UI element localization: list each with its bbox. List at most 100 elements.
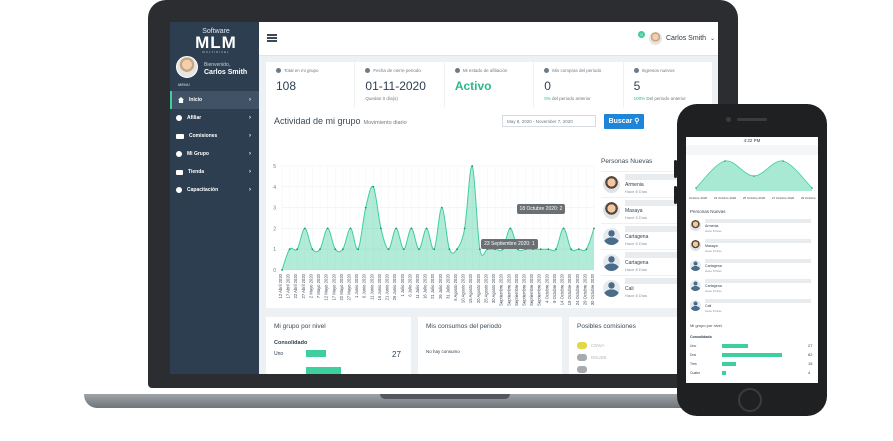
stat-estado-afiliacion: Mi estado de afiliación Activo: [445, 62, 535, 111]
topbar-user-name[interactable]: Carlos Smith: [666, 35, 707, 42]
sidebar-item-inicio[interactable]: Inicio ›: [170, 91, 259, 109]
consumos-panel: Mis consumos del periodo No hay consumo: [418, 317, 562, 374]
sidebar-item-comisiones[interactable]: Comisiones ›: [170, 127, 259, 145]
sidebar-nav: Inicio › Afiliar › Comisiones › Mi Grupo…: [170, 91, 259, 199]
empty-state-text: No hay consumo: [426, 349, 460, 354]
list-item[interactable]: Armenia Hace 8 Días: [690, 217, 814, 237]
data-point[interactable]: [440, 206, 443, 209]
data-point[interactable]: [288, 248, 291, 251]
avatar[interactable]: [176, 56, 198, 78]
data-point[interactable]: [402, 248, 405, 251]
level-count: 15: [808, 361, 813, 366]
sidebar-item-capacitacion[interactable]: Capacitación ›: [170, 181, 259, 199]
data-point[interactable]: [724, 160, 726, 162]
data-point[interactable]: [562, 227, 565, 230]
data-point[interactable]: [372, 185, 375, 188]
list-item[interactable]: [577, 366, 637, 374]
sidebar-item-tienda[interactable]: Tienda ›: [170, 163, 259, 181]
x-tick-label: 15 Agosto 2020: [468, 273, 473, 303]
app-logo[interactable]: Software MLM MULTINIVEL: [194, 28, 238, 54]
data-point[interactable]: [753, 175, 755, 177]
phone-level-section: Consolidado: [690, 335, 712, 339]
list-item[interactable]: Cali Hace 8 Días: [690, 297, 814, 317]
avatar: [690, 240, 701, 251]
data-point[interactable]: [395, 227, 398, 230]
level-section: Consolidado: [274, 340, 308, 346]
data-point[interactable]: [433, 248, 436, 251]
date-range-picker[interactable]: May 8, 2020 - November 7, 2020: [502, 115, 596, 127]
list-item[interactable]: Cali Hace 8 Días: [601, 275, 711, 301]
x-tick-label: 16 Julio 2020: [423, 273, 428, 299]
y-tick-label: 0: [273, 268, 276, 274]
data-point[interactable]: [555, 248, 557, 251]
x-tick-label: 5 Agosto 2020: [453, 273, 458, 300]
data-point[interactable]: [471, 165, 474, 167]
level-bar: [722, 353, 782, 357]
data-point[interactable]: [448, 248, 451, 251]
hamburger-menu-icon[interactable]: [267, 34, 277, 42]
data-point[interactable]: [570, 248, 573, 251]
data-point[interactable]: [782, 160, 784, 162]
data-point[interactable]: [387, 248, 390, 251]
x-tick-label: 6 Julio 2020: [407, 273, 412, 296]
data-point[interactable]: [539, 248, 542, 251]
notification-badge[interactable]: 0: [638, 31, 645, 38]
list-item[interactable]: Armenia Hace 8 Días: [601, 171, 711, 197]
data-point[interactable]: [380, 227, 382, 230]
search-button-label: Buscar: [608, 118, 633, 125]
list-item[interactable]: Cartagena Hace 8 Días: [601, 249, 711, 275]
data-point[interactable]: [311, 248, 314, 251]
list-item[interactable]: Cartagena Hace 8 Días: [690, 277, 814, 297]
level-bar: [306, 367, 341, 374]
phone-topbar: [686, 145, 818, 155]
data-point[interactable]: [456, 248, 458, 251]
data-point[interactable]: [319, 248, 321, 251]
panel-title: Mi grupo por nivel: [274, 323, 326, 330]
data-point[interactable]: [585, 248, 588, 251]
home-icon: [178, 97, 184, 103]
list-item[interactable]: CBWA: [577, 342, 637, 350]
chevron-down-icon[interactable]: ⌄: [710, 36, 716, 42]
data-point[interactable]: [478, 248, 481, 251]
x-tick-label: 19 Octubre 2020: [567, 273, 572, 305]
data-point[interactable]: [811, 187, 813, 189]
list-item[interactable]: Masaya Hace 8 Días: [690, 237, 814, 257]
data-point[interactable]: [364, 206, 367, 209]
data-point[interactable]: [418, 248, 420, 251]
sidebar-item-mi-grupo[interactable]: Mi Grupo ›: [170, 145, 259, 163]
data-point[interactable]: [281, 269, 283, 271]
list-item[interactable]: Masaya Hace 8 Días: [601, 197, 711, 223]
panel-title: Mis consumos del periodo: [426, 323, 502, 330]
data-point[interactable]: [303, 227, 306, 230]
persona-city: Cartagena: [625, 260, 649, 266]
data-point[interactable]: [334, 248, 337, 251]
data-point[interactable]: [695, 187, 697, 189]
sidebar-item-afiliar[interactable]: Afiliar ›: [170, 109, 259, 127]
data-point[interactable]: [296, 248, 299, 251]
phone-side-button: [674, 160, 677, 178]
x-tick-label: 1 Junio 2020: [354, 273, 359, 298]
search-button[interactable]: Buscar ⚲: [604, 114, 644, 129]
y-tick-label: 1: [273, 247, 276, 253]
data-point[interactable]: [577, 248, 580, 251]
avatar[interactable]: [649, 32, 662, 45]
phone-home-button[interactable]: [738, 388, 762, 412]
data-point[interactable]: [349, 227, 352, 230]
stat-label: Total en mi grupo: [284, 68, 319, 73]
stat-label: Ingresos nuevos: [641, 68, 675, 73]
activity-chart: 0 1 2 3 4 5 12 Abril 2020 17 Abril 2020 22 Abril…: [268, 138, 596, 306]
data-point[interactable]: [341, 248, 344, 251]
data-point[interactable]: [357, 248, 359, 251]
list-item[interactable]: BNUBB: [577, 354, 637, 362]
y-tick-label: 2: [273, 226, 276, 232]
data-point[interactable]: [593, 227, 595, 230]
data-point[interactable]: [425, 227, 428, 230]
list-item[interactable]: Cartagena Hace 8 Días: [690, 257, 814, 277]
list-item[interactable]: Cartagena Hace 8 Días: [601, 223, 711, 249]
data-point[interactable]: [509, 227, 512, 230]
chart-tooltip: 18 Octubre 2020: 2: [516, 204, 566, 215]
data-point[interactable]: [410, 227, 413, 230]
data-point[interactable]: [547, 248, 550, 251]
data-point[interactable]: [463, 227, 466, 230]
data-point[interactable]: [326, 227, 329, 230]
